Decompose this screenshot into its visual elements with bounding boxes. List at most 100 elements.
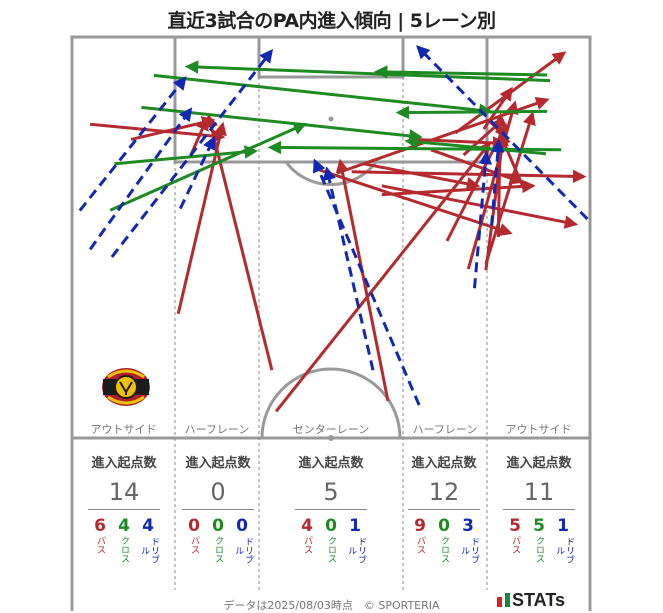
center-spot — [328, 435, 334, 441]
zone-stats-outside-left: 進入起点数 14 6 パス 4 クロス 4 ドリブル — [80, 452, 168, 564]
zone-header: 進入起点数 — [91, 456, 157, 471]
zone-header: 進入起点数 — [185, 456, 251, 471]
zone-divider — [182, 509, 254, 510]
cross-label: クロス — [213, 536, 223, 563]
cross-arrow — [114, 145, 259, 166]
dribble-label: ドリブル — [139, 537, 159, 564]
cross-arrow — [373, 65, 548, 79]
cross-label: クロス — [534, 536, 544, 563]
pass-arrow — [363, 162, 481, 191]
lane-label-outside-right: アウトサイド — [505, 423, 572, 436]
cross-arrow — [395, 105, 548, 120]
zone-total: 12 — [428, 478, 460, 506]
pass-label: パス — [415, 536, 425, 554]
dribble-arrow — [490, 138, 505, 226]
dribble-arrow — [473, 150, 493, 289]
zone-breakdown: 4 パス 0 クロス 1 ドリブル — [287, 516, 375, 564]
pass-count: 0 — [188, 516, 200, 536]
dribble-count: 0 — [236, 516, 248, 536]
pass-arrow — [316, 167, 513, 237]
zone-divider — [295, 509, 367, 510]
cross-count: 5 — [533, 516, 545, 536]
zone-divider — [408, 509, 480, 510]
pass-arrow — [351, 169, 587, 184]
lane-dividers — [174, 77, 488, 590]
zone-breakdown: 0 パス 0 クロス 0 ドリブル — [174, 516, 262, 564]
dribble-label: ドリブル — [233, 537, 253, 564]
zone-stats-outside-right: 進入起点数 11 5 パス 5 クロス 1 ドリブル — [495, 452, 583, 564]
page-title: 直近3試合のPA内進入傾向 | 5レーン別 — [167, 10, 496, 32]
pass-arrow — [176, 121, 227, 315]
dribble-arrow — [78, 76, 187, 212]
cross-arrow — [184, 60, 551, 83]
pass-label: パス — [95, 536, 105, 554]
zone-total: 5 — [323, 478, 339, 506]
cross-label: クロス — [326, 536, 336, 563]
arrow-layer — [78, 45, 589, 413]
zone-total: 14 — [108, 478, 140, 506]
footer-credit: データは2025/08/03時点 © SPORTERIA — [223, 599, 440, 612]
zone-stats-half-right: 進入起点数 12 9 パス 0 クロス 3 ドリブル — [400, 452, 488, 564]
pass-label: パス — [189, 536, 199, 554]
penalty-spot — [328, 116, 334, 122]
brand-logo: STATs — [497, 590, 565, 611]
lane-label-outside-left: アウトサイド — [90, 423, 157, 436]
zone-divider — [503, 509, 575, 510]
pass-arrow — [484, 111, 536, 265]
zone-stats-center: 進入起点数 5 4 パス 0 クロス 1 ドリブル — [287, 452, 375, 564]
pass-arrow — [335, 158, 390, 402]
zone-breakdown: 9 パス 0 クロス 3 ドリブル — [400, 516, 488, 564]
zone-breakdown: 5 パス 5 クロス 1 ドリブル — [495, 516, 583, 564]
lane-label-half-right: ハーフレーン — [412, 423, 478, 436]
zone-header: 進入起点数 — [411, 456, 477, 471]
dribble-count: 4 — [142, 516, 154, 536]
team-crest — [102, 368, 150, 406]
zone-header: 進入起点数 — [298, 456, 364, 471]
lane-label-half-left: ハーフレーン — [184, 423, 250, 436]
pass-arrow — [482, 86, 513, 130]
pass-label: パス — [302, 536, 312, 554]
brand-name: STATs — [512, 590, 565, 610]
dribble-arrow — [88, 107, 193, 251]
pass-count: 5 — [509, 516, 521, 536]
pass-count: 4 — [301, 516, 313, 536]
pass-arrow — [430, 148, 524, 185]
goal-area — [257, 35, 405, 79]
dribble-count: 1 — [557, 516, 569, 536]
zone-header: 進入起点数 — [506, 456, 572, 471]
cross-count: 0 — [212, 516, 224, 536]
pass-arrow — [204, 113, 274, 371]
dribble-arrow — [178, 135, 216, 210]
pass-count: 6 — [94, 516, 106, 536]
lane-label-center: センターレーン — [292, 423, 370, 436]
dribble-arrow — [110, 48, 274, 258]
pass-arrow — [274, 141, 492, 413]
cross-label: クロス — [119, 536, 129, 563]
dribble-label: ドリブル — [459, 537, 479, 564]
pass-arrow — [381, 179, 536, 197]
dribble-count: 3 — [462, 516, 474, 536]
dribble-arrow — [312, 158, 421, 406]
dribble-arrow — [322, 166, 375, 371]
zone-total: 11 — [523, 478, 555, 506]
pass-count: 9 — [414, 516, 426, 536]
dribble-count: 1 — [349, 516, 361, 536]
zone-divider — [88, 509, 160, 510]
cross-label: クロス — [439, 536, 449, 563]
cross-arrow — [404, 135, 547, 156]
pass-label: パス — [510, 536, 520, 554]
zone-total: 0 — [210, 478, 226, 506]
dribble-label: ドリブル — [554, 537, 574, 564]
center-circle — [260, 367, 402, 439]
dribble-arrow — [416, 45, 589, 221]
pass-arrow — [466, 100, 519, 270]
cross-count: 0 — [325, 516, 337, 536]
pitch-lines — [70, 35, 592, 611]
cross-arrow — [153, 73, 493, 117]
cross-count: 0 — [438, 516, 450, 536]
zone-stats-half-left: 進入起点数 0 0 パス 0 クロス 0 ドリブル — [174, 452, 262, 564]
cross-arrow — [109, 122, 308, 212]
dribble-label: ドリブル — [346, 537, 366, 564]
pass-arrow — [189, 116, 209, 156]
